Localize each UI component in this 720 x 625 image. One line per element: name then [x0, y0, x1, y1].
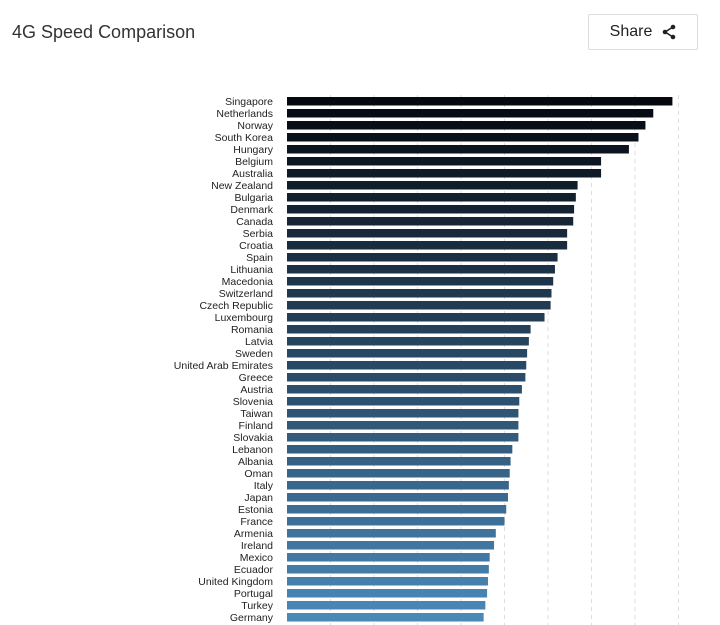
bar-australia[interactable] [287, 169, 602, 178]
category-label: Bulgaria [234, 192, 273, 204]
category-label: Albania [238, 456, 273, 468]
bar-france[interactable] [287, 517, 505, 526]
category-label: Romania [231, 324, 273, 336]
bar-denmark[interactable] [287, 205, 575, 214]
category-label: Ecuador [234, 564, 274, 576]
category-label: Finland [239, 420, 274, 432]
bar-estonia[interactable] [287, 505, 507, 514]
category-label: Switzerland [219, 288, 273, 300]
category-label: Sweden [235, 348, 273, 360]
bar-mexico[interactable] [287, 553, 490, 562]
category-label: Belgium [235, 156, 273, 168]
category-label: Lithuania [230, 264, 273, 276]
bar-lebanon[interactable] [287, 445, 513, 454]
category-label: Singapore [225, 96, 273, 108]
bar-oman[interactable] [287, 469, 510, 478]
category-label: United Arab Emirates [174, 360, 273, 372]
bar-luxembourg[interactable] [287, 313, 545, 322]
bars [287, 97, 673, 622]
bar-south-korea[interactable] [287, 133, 639, 142]
category-label: Netherlands [216, 108, 273, 120]
bar-finland[interactable] [287, 421, 519, 430]
category-label: Latvia [245, 336, 273, 348]
category-label: United Kingdom [198, 576, 273, 588]
page-title: 4G Speed Comparison [12, 22, 196, 42]
bar-new-zealand[interactable] [287, 181, 578, 190]
bar-canada[interactable] [287, 217, 574, 226]
bar-germany[interactable] [287, 613, 484, 622]
share-icon [662, 24, 676, 40]
bar-netherlands[interactable] [287, 109, 654, 118]
share-label: Share [609, 23, 653, 40]
category-label: Czech Republic [199, 300, 273, 312]
bar-norway[interactable] [287, 121, 646, 130]
category-label: Lebanon [232, 444, 273, 456]
bar-hungary[interactable] [287, 145, 629, 154]
category-label: South Korea [215, 132, 274, 144]
bar-bulgaria[interactable] [287, 193, 576, 202]
category-label: Oman [244, 468, 273, 480]
category-label: Japan [244, 492, 273, 504]
category-label: Spain [246, 252, 273, 264]
category-label: Italy [254, 480, 274, 492]
bar-ireland[interactable] [287, 541, 495, 550]
category-label: Croatia [239, 240, 273, 252]
bar-sweden[interactable] [287, 349, 528, 358]
bar-united-kingdom[interactable] [287, 577, 488, 586]
category-label: Estonia [238, 504, 273, 516]
category-label: Mexico [240, 552, 273, 564]
share-button[interactable]: Share [588, 14, 698, 50]
category-label: Serbia [243, 228, 274, 240]
category-label: Hungary [233, 144, 273, 156]
bar-japan[interactable] [287, 493, 508, 502]
category-label: Slovakia [233, 432, 273, 444]
category-label: Australia [232, 168, 273, 180]
category-label: Norway [237, 120, 273, 132]
bar-portugal[interactable] [287, 589, 488, 598]
bar-switzerland[interactable] [287, 289, 552, 298]
category-label: New Zealand [211, 180, 273, 192]
bar-slovenia[interactable] [287, 397, 520, 406]
bar-czech-republic[interactable] [287, 301, 551, 310]
bar-taiwan[interactable] [287, 409, 519, 418]
bar-austria[interactable] [287, 385, 522, 394]
bar-serbia[interactable] [287, 229, 568, 238]
bar-turkey[interactable] [287, 601, 486, 610]
bar-lithuania[interactable] [287, 265, 555, 274]
category-label: Armenia [234, 528, 273, 540]
bar-romania[interactable] [287, 325, 531, 334]
bar-singapore[interactable] [287, 97, 673, 106]
category-label: Turkey [241, 600, 273, 612]
bar-united-arab-emirates[interactable] [287, 361, 527, 370]
bar-greece[interactable] [287, 373, 526, 382]
category-label: Slovenia [233, 396, 273, 408]
category-label: France [240, 516, 273, 528]
category-label: Ireland [241, 540, 273, 552]
bar-spain[interactable] [287, 253, 558, 262]
bar-latvia[interactable] [287, 337, 529, 346]
category-label: Germany [230, 612, 274, 624]
category-label: Portugal [234, 588, 273, 600]
bar-macedonia[interactable] [287, 277, 554, 286]
category-label: Greece [239, 372, 274, 384]
category-label: Taiwan [240, 408, 273, 420]
category-label: Luxembourg [215, 312, 274, 324]
bar-albania[interactable] [287, 457, 511, 466]
category-label: Denmark [230, 204, 273, 216]
bar-armenia[interactable] [287, 529, 496, 538]
bar-belgium[interactable] [287, 157, 602, 166]
category-label: Austria [240, 384, 273, 396]
category-label: Macedonia [222, 276, 274, 288]
bar-italy[interactable] [287, 481, 509, 490]
bar-croatia[interactable] [287, 241, 568, 250]
bar-ecuador[interactable] [287, 565, 489, 574]
category-label: Canada [236, 216, 273, 228]
bar-slovakia[interactable] [287, 433, 519, 442]
